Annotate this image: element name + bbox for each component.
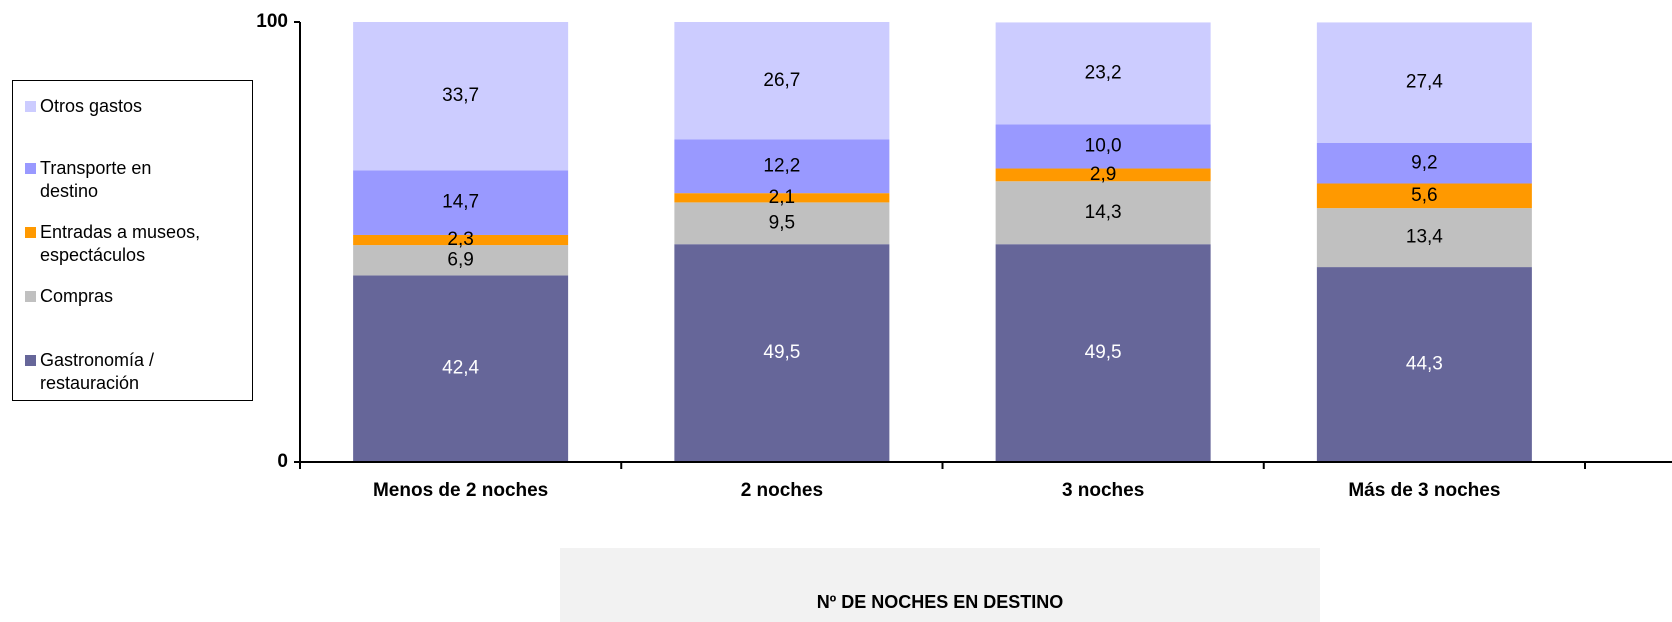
bar-segment [353,234,569,246]
legend-entry: Transporte en destino [23,157,248,203]
data-label: 6,9 [447,249,473,270]
bar-segment [674,202,890,245]
bar-segment [995,168,1211,182]
legend-entry: Gastronomía / restauración [23,349,248,395]
bar-segment [353,22,569,171]
x-axis-title-box [560,548,1320,622]
bar-segment [1316,143,1532,184]
data-label: 2,3 [447,229,473,250]
y-tick-label: 0 [277,451,288,472]
legend-entry: Entradas a museos, espectáculos [23,221,248,267]
data-label: 2,1 [769,187,795,208]
data-label: 14,7 [442,192,479,213]
bar-segment [674,244,890,462]
legend-label: Entradas a museos, espectáculos [40,222,201,265]
data-label: 5,6 [1411,185,1437,206]
data-label: 9,5 [769,212,795,233]
bar-segment [674,139,890,194]
bar-segment [353,245,569,276]
legend-entry: Compras [23,285,248,308]
data-label: 14,3 [1085,202,1122,223]
legend: Otros gastos Transporte en destino Entrada… [12,80,253,401]
data-label: 9,2 [1411,152,1437,173]
legend-label: Compras [40,286,114,306]
legend-swatch [25,355,36,366]
data-label: 23,2 [1085,62,1122,83]
bar-segment [1316,208,1532,268]
x-tick-label: 2 noches [741,480,823,501]
bar-segment [353,170,569,235]
data-label: 26,7 [763,70,800,91]
data-label: 2,9 [1090,164,1116,185]
legend-swatch [25,101,36,112]
bar-segment [1316,183,1532,209]
bar-segment [995,22,1211,125]
legend-label: Otros gastos [40,96,143,116]
data-label: 42,4 [442,358,479,379]
data-label: 49,5 [763,342,800,363]
x-axis-title: Nº DE NOCHES EN DESTINO [817,592,1064,612]
data-label: 49,5 [1085,342,1122,363]
bar-segment [674,22,890,140]
bar-segment [995,124,1211,169]
legend-label: Transporte en destino [40,158,152,201]
legend-swatch [25,163,36,174]
bar-segment [1316,267,1532,462]
x-tick-label: Más de 3 noches [1348,480,1500,501]
legend-label: Gastronomía / restauración [40,350,155,393]
data-label: 44,3 [1406,354,1443,375]
bar-segment [1316,22,1532,143]
data-label: 13,4 [1406,227,1443,248]
data-label: 27,4 [1406,72,1443,93]
bar-segment [674,193,890,203]
bar-segment [353,275,569,462]
legend-swatch [25,291,36,302]
bar-segment [995,244,1211,462]
data-label: 33,7 [442,85,479,106]
data-label: 12,2 [763,155,800,176]
legend-swatch [25,227,36,238]
x-tick-label: 3 noches [1062,480,1144,501]
legend-entry: Otros gastos [23,95,248,118]
x-tick-label: Menos de 2 noches [373,480,548,501]
bar-segment [995,181,1211,245]
data-label: 10,0 [1085,136,1122,157]
y-tick-label: 100 [256,11,288,32]
